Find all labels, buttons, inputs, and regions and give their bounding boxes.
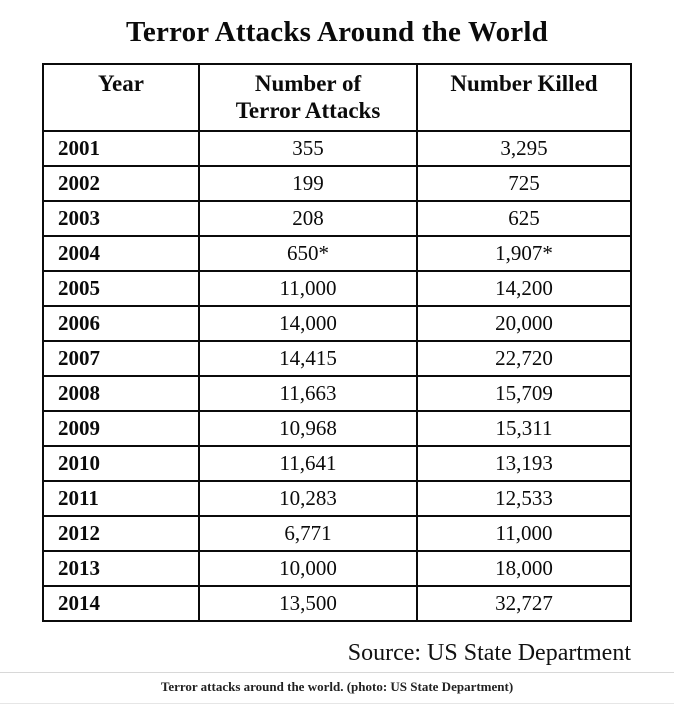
attacks-cell: 11,000: [198, 270, 418, 308]
table-row: 2004 650* 1,907*: [42, 235, 632, 273]
year-cell: 2012: [42, 515, 200, 553]
year-cell: 2008: [42, 375, 200, 413]
year-cell: 2010: [42, 445, 200, 483]
terror-attacks-table: Year Number of Terror Attacks Number Kil…: [42, 62, 632, 623]
year-cell: 2009: [42, 410, 200, 448]
attacks-cell: 10,000: [198, 550, 418, 588]
killed-cell: 20,000: [416, 305, 632, 343]
year-cell: 2005: [42, 270, 200, 308]
killed-cell: 13,193: [416, 445, 632, 483]
column-header-killed: Number Killed: [416, 62, 632, 133]
year-cell: 2001: [42, 130, 200, 168]
killed-cell: 11,000: [416, 515, 632, 553]
infographic-page: Terror Attacks Around the World Year Num…: [0, 16, 674, 704]
killed-cell: 18,000: [416, 550, 632, 588]
table-row: 2010 11,641 13,193: [42, 445, 632, 483]
attacks-cell: 199: [198, 165, 418, 203]
table-row: 2007 14,415 22,720: [42, 340, 632, 378]
table-row: 2012 6,771 11,000: [42, 515, 632, 553]
attacks-cell: 13,500: [198, 585, 418, 623]
killed-cell: 22,720: [416, 340, 632, 378]
killed-cell: 725: [416, 165, 632, 203]
attacks-cell: 11,641: [198, 445, 418, 483]
killed-cell: 15,311: [416, 410, 632, 448]
table-row: 2014 13,500 32,727: [42, 585, 632, 623]
table-row: 2002 199 725: [42, 165, 632, 203]
table-row: 2009 10,968 15,311: [42, 410, 632, 448]
attacks-cell: 6,771: [198, 515, 418, 553]
column-header-attacks: Number of Terror Attacks: [198, 62, 418, 133]
killed-cell: 3,295: [416, 130, 632, 168]
killed-cell: 1,907*: [416, 235, 632, 273]
page-title: Terror Attacks Around the World: [126, 16, 548, 48]
source-text: Source: US State Department: [347, 640, 631, 667]
attacks-cell: 208: [198, 200, 418, 238]
year-cell: 2007: [42, 340, 200, 378]
year-cell: 2013: [42, 550, 200, 588]
attacks-cell: 650*: [198, 235, 418, 273]
attacks-cell: 14,415: [198, 340, 418, 378]
table-body: 2001 355 3,295 2002 199 725 2003 208 625 2004 650*…: [42, 130, 632, 623]
column-header-year: Year: [42, 62, 200, 133]
year-cell: 2003: [42, 200, 200, 238]
table-header-row: Year Number of Terror Attacks Number Kil…: [42, 62, 632, 133]
killed-cell: 15,709: [416, 375, 632, 413]
table-row: 2005 11,000 14,200: [42, 270, 632, 308]
attacks-cell: 10,968: [198, 410, 418, 448]
killed-cell: 12,533: [416, 480, 632, 518]
table-row: 2013 10,000 18,000: [42, 550, 632, 588]
killed-cell: 32,727: [416, 585, 632, 623]
year-cell: 2014: [42, 585, 200, 623]
year-cell: 2004: [42, 235, 200, 273]
attacks-cell: 11,663: [198, 375, 418, 413]
table-row: 2001 355 3,295: [42, 130, 632, 168]
attacks-cell: 10,283: [198, 480, 418, 518]
table-row: 2011 10,283 12,533: [42, 480, 632, 518]
year-cell: 2011: [42, 480, 200, 518]
table-row: 2003 208 625: [42, 200, 632, 238]
year-cell: 2002: [42, 165, 200, 203]
killed-cell: 625: [416, 200, 632, 238]
table-row: 2008 11,663 15,709: [42, 375, 632, 413]
table-row: 2006 14,000 20,000: [42, 305, 632, 343]
killed-cell: 14,200: [416, 270, 632, 308]
attacks-cell: 14,000: [198, 305, 418, 343]
attacks-cell: 355: [198, 130, 418, 168]
photo-caption: Terror attacks around the world. (photo:…: [0, 672, 674, 704]
year-cell: 2006: [42, 305, 200, 343]
